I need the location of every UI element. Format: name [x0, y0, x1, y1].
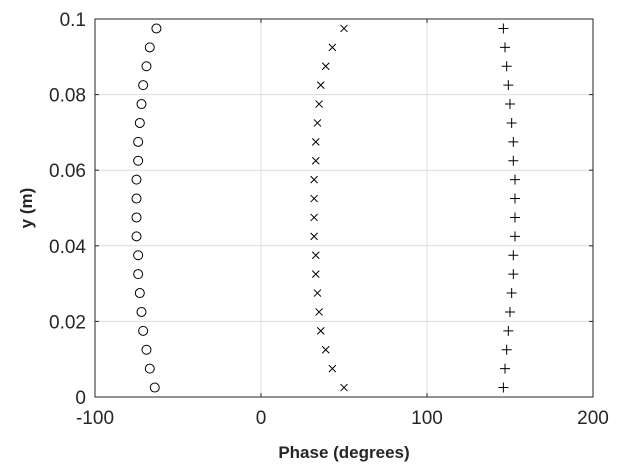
plus-marker [505, 99, 515, 110]
circle-marker [149, 382, 160, 393]
plus-marker [508, 269, 519, 280]
plus-marker [509, 212, 520, 223]
plus-marker [498, 382, 509, 393]
circle-marker [133, 155, 144, 166]
circle-marker [138, 80, 149, 91]
plus-marker [509, 193, 520, 204]
circle-marker [131, 212, 142, 223]
x-marker [310, 232, 318, 241]
x-marker [313, 119, 322, 127]
circle-marker [133, 250, 144, 261]
x-tick-label: 0 [256, 408, 267, 429]
x-marker [340, 383, 348, 392]
x-tick-label: -100 [76, 408, 114, 429]
plus-marker [500, 363, 511, 374]
y-tick-label: 0.08 [49, 86, 86, 107]
plus-marker [505, 306, 515, 317]
x-marker [321, 345, 330, 354]
y-tick-label: 0.02 [49, 312, 86, 333]
x-tick-label: 100 [411, 408, 443, 429]
circle-marker [136, 306, 147, 317]
plus-marker [501, 61, 512, 72]
circle-marker [133, 269, 144, 280]
x-marker [311, 251, 320, 260]
circle-marker [131, 193, 142, 204]
y-tick-label: 0 [75, 388, 86, 409]
x-marker [311, 137, 320, 146]
plus-marker [509, 174, 520, 185]
circle-marker [131, 231, 142, 242]
y-axis-label: y (m) [17, 188, 36, 229]
circle-marker [134, 288, 145, 299]
plus-marker [506, 288, 517, 299]
x-axis-label: Phase (degrees) [278, 443, 409, 462]
y-tick-label: 0.06 [49, 161, 86, 182]
y-tick-label: 0.04 [49, 237, 86, 258]
plus-marker [509, 231, 520, 242]
x-marker [310, 175, 318, 184]
plus-marker [506, 117, 517, 128]
y-tick-label: 0.1 [60, 10, 86, 31]
circle-marker [141, 61, 152, 72]
data-markers [131, 23, 520, 393]
x-tick-label: 200 [577, 408, 609, 429]
plus-marker [503, 325, 514, 336]
plus-marker [498, 23, 509, 34]
plus-marker [508, 136, 519, 147]
x-marker [340, 24, 348, 33]
x-marker [310, 194, 318, 203]
x-marker [315, 100, 323, 108]
x-marker [315, 308, 323, 316]
x-marker [311, 270, 320, 279]
plus-marker [501, 344, 512, 355]
circle-marker [138, 325, 149, 336]
circle-marker [133, 136, 144, 147]
circle-marker [131, 174, 142, 185]
plus-marker [503, 80, 514, 91]
circle-marker [151, 23, 162, 34]
x-marker [321, 62, 330, 71]
plot-frame [94, 18, 594, 398]
x-marker [328, 364, 337, 373]
plus-marker [500, 42, 511, 53]
plus-marker [508, 155, 519, 166]
circle-marker [136, 99, 147, 110]
grid [94, 18, 594, 398]
circle-marker [144, 42, 155, 53]
plus-marker [508, 250, 519, 261]
x-marker [313, 289, 322, 297]
circle-marker [144, 363, 155, 374]
circle-marker [141, 344, 152, 355]
x-marker [316, 81, 325, 90]
x-marker [310, 213, 318, 222]
x-marker [328, 43, 337, 52]
x-marker [311, 156, 320, 165]
x-marker [316, 326, 325, 335]
circle-marker [134, 117, 145, 128]
